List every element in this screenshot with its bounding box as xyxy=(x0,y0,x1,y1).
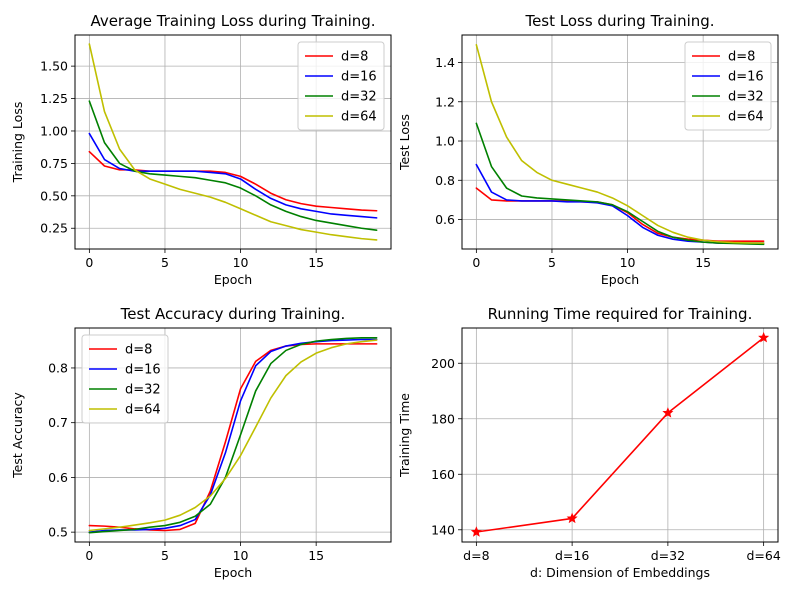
chart-title: Test Accuracy during Training. xyxy=(120,305,346,323)
y-tick-label: 0.50 xyxy=(40,188,68,203)
chart-title: Average Training Loss during Training. xyxy=(90,12,375,30)
legend-label: d=32 xyxy=(125,383,161,398)
x-axis-label: Epoch xyxy=(214,565,252,580)
axes-frame xyxy=(74,34,392,250)
series-line-series-1 xyxy=(475,336,765,533)
x-tick-label: 0 xyxy=(472,255,480,270)
x-axis-label: d: Dimension of Embeddings xyxy=(530,565,710,580)
y-tick-label: 180 xyxy=(431,411,455,426)
y-tick-label: 1.0 xyxy=(435,134,455,149)
y-tick-label: 1.4 xyxy=(435,55,455,70)
x-tick-label: 0 xyxy=(85,255,93,270)
x-axis-label: Epoch xyxy=(214,272,252,287)
y-axis-label: Training Loss xyxy=(10,102,25,184)
y-tick-label: 0.25 xyxy=(40,221,68,236)
chart-3: 0 5 10 15 0.5 0.6 0.7 0.8 Test Accuracy during T… xyxy=(10,305,392,580)
x-tick-label: 5 xyxy=(161,255,169,270)
y-tick-label: 1.50 xyxy=(40,59,68,74)
series-line-d-8 xyxy=(88,150,378,212)
series-line-d-64 xyxy=(475,44,765,244)
x-tick-label: 5 xyxy=(548,255,556,270)
y-tick-label: 200 xyxy=(431,356,455,371)
x-tick-label: d=32 xyxy=(651,548,685,563)
y-tick-label: 140 xyxy=(431,522,455,537)
series-line-d-64 xyxy=(88,43,378,241)
y-tick-label: 0.6 xyxy=(48,470,68,485)
series-line-d-64 xyxy=(88,339,378,532)
data-point xyxy=(662,407,674,418)
x-tick-label: 10 xyxy=(233,255,249,270)
y-tick-label: 0.75 xyxy=(40,156,68,171)
chart-1: 0 5 10 15 0.25 0.50 0.75 1.00 1.25 1.50 Average Tr… xyxy=(10,12,392,287)
x-tick-label: d=16 xyxy=(555,548,589,563)
x-tick-label: d=64 xyxy=(746,548,780,563)
legend-label: d=8 xyxy=(728,50,755,65)
x-tick-label: 0 xyxy=(85,548,93,563)
y-tick-label: 1.25 xyxy=(40,91,68,106)
x-axis-label: Epoch xyxy=(601,272,639,287)
legend-frame xyxy=(684,41,772,131)
chart-title: Running Time required for Training. xyxy=(488,305,753,323)
y-tick-label: 0.8 xyxy=(435,173,455,188)
y-tick-label: 160 xyxy=(431,467,455,482)
legend: d=8 d=16 d=32 d=64 xyxy=(81,334,169,424)
x-tick-label: 10 xyxy=(620,255,636,270)
legend-label: d=16 xyxy=(125,363,161,378)
y-tick-label: 1.2 xyxy=(435,94,455,109)
legend-frame xyxy=(81,334,169,424)
x-tick-label: 15 xyxy=(308,255,324,270)
y-axis-label: Training Time xyxy=(397,393,412,478)
legend-label: d=16 xyxy=(341,70,377,85)
legend-frame xyxy=(297,41,385,131)
x-tick-label: 10 xyxy=(233,548,249,563)
axes-frame xyxy=(74,327,392,543)
data-point xyxy=(566,512,578,524)
y-tick-label: 1.00 xyxy=(40,123,68,138)
data-point xyxy=(758,331,770,343)
legend-label: d=64 xyxy=(341,110,377,125)
legend-label: d=8 xyxy=(125,343,152,358)
data-point xyxy=(470,526,482,537)
legend-label: d=32 xyxy=(728,90,764,105)
chart-title: Test Loss during Training. xyxy=(524,12,714,30)
y-axis-label: Test Accuracy xyxy=(10,392,25,479)
y-tick-label: 0.6 xyxy=(435,212,455,227)
chart-4: d=8 d=16 d=32 d=64 140 160 180 200 Running Time … xyxy=(397,305,781,580)
y-tick-label: 0.5 xyxy=(48,525,68,540)
legend-label: d=8 xyxy=(341,50,368,65)
x-tick-label: 15 xyxy=(308,548,324,563)
y-tick-label: 0.7 xyxy=(48,415,68,430)
x-tick-label: d=8 xyxy=(463,548,489,563)
series-line-d-32 xyxy=(475,122,765,246)
series-line-d-16 xyxy=(88,338,378,533)
series-line-d-32 xyxy=(88,337,378,534)
legend: d=8 d=16 d=32 d=64 xyxy=(297,41,385,131)
x-tick-label: 15 xyxy=(695,255,711,270)
legend-label: d=32 xyxy=(341,90,377,105)
x-tick-label: 5 xyxy=(161,548,169,563)
axes-frame xyxy=(461,327,779,543)
legend: d=8 d=16 d=32 d=64 xyxy=(684,41,772,131)
legend-label: d=64 xyxy=(125,403,161,418)
chart-2: 0 5 10 15 0.6 0.8 1.0 1.2 1.4 Test Loss during Tr… xyxy=(397,12,779,287)
legend-label: d=16 xyxy=(728,70,764,85)
y-tick-label: 0.8 xyxy=(48,360,68,375)
y-axis-label: Test Loss xyxy=(397,114,412,171)
axes-frame xyxy=(461,34,779,250)
legend-label: d=64 xyxy=(728,110,764,125)
